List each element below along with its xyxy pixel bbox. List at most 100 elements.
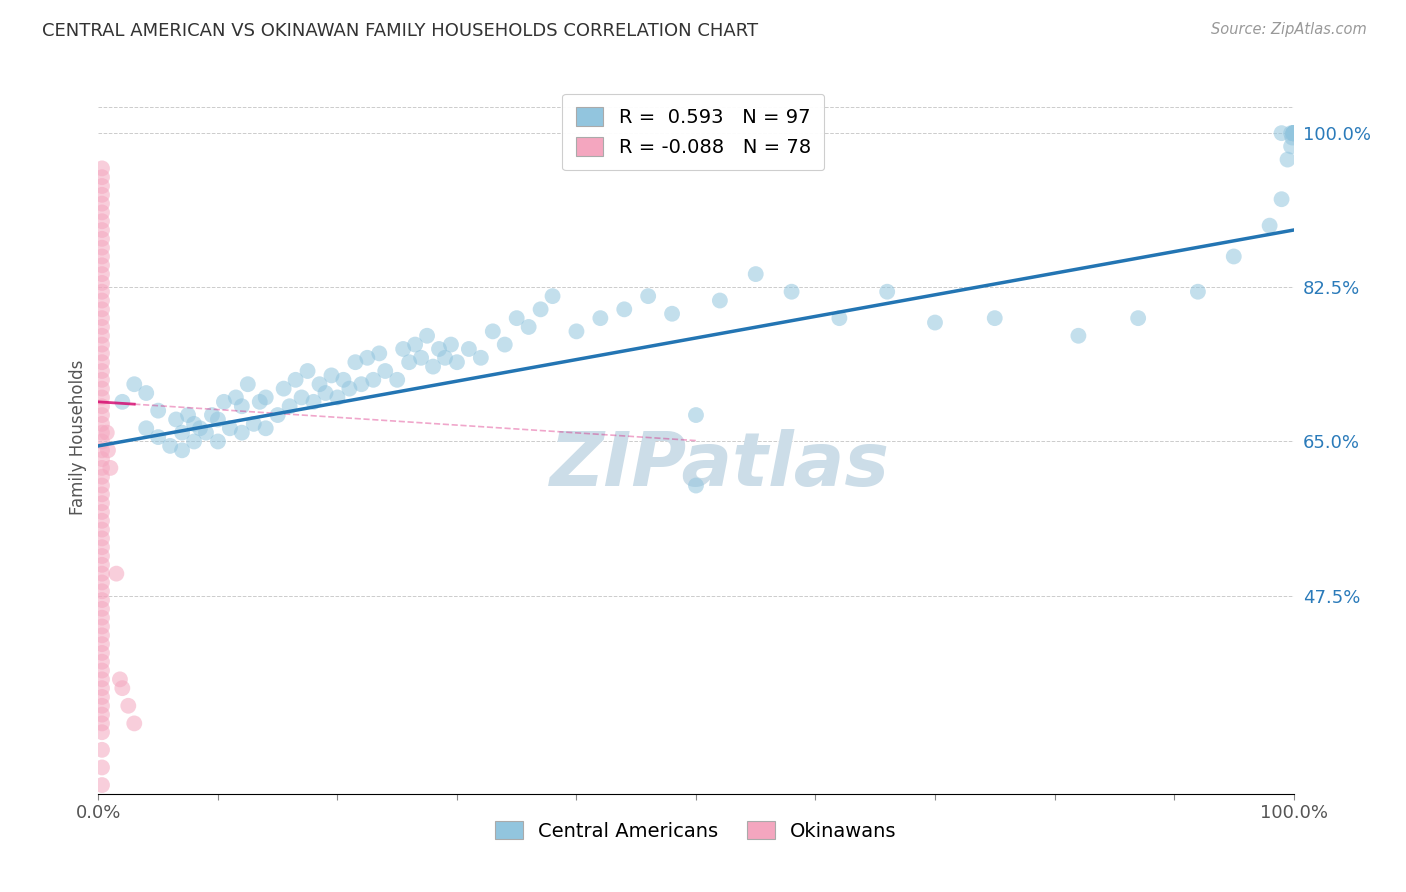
- Point: [91, 434, 114, 449]
- Point: [148, 403, 170, 417]
- Point: [91, 285, 114, 299]
- Point: [172, 425, 194, 440]
- Point: [124, 377, 146, 392]
- Point: [876, 285, 898, 299]
- Point: [91, 558, 114, 572]
- Point: [183, 417, 205, 431]
- Point: [91, 408, 114, 422]
- Point: [494, 337, 516, 351]
- Point: [273, 382, 295, 396]
- Point: [1282, 126, 1305, 140]
- Point: [91, 373, 114, 387]
- Point: [1281, 130, 1303, 145]
- Point: [315, 386, 337, 401]
- Point: [828, 311, 851, 326]
- Point: [91, 443, 114, 458]
- Point: [177, 408, 200, 422]
- Point: [108, 673, 131, 687]
- Point: [91, 584, 114, 599]
- Point: [117, 698, 139, 713]
- Point: [91, 602, 114, 616]
- Point: [780, 285, 803, 299]
- Point: [458, 342, 481, 356]
- Point: [254, 421, 277, 435]
- Point: [98, 461, 122, 475]
- Point: [91, 487, 114, 501]
- Point: [231, 425, 253, 440]
- Point: [924, 316, 946, 330]
- Point: [159, 439, 181, 453]
- Point: [302, 394, 325, 409]
- Point: [91, 743, 114, 757]
- Point: [1277, 153, 1299, 167]
- Point: [91, 187, 114, 202]
- Point: [207, 434, 229, 449]
- Point: [1282, 126, 1305, 140]
- Point: [91, 382, 114, 396]
- Point: [613, 302, 636, 317]
- Point: [308, 377, 330, 392]
- Point: [91, 170, 114, 185]
- Point: [135, 421, 157, 435]
- Point: [661, 307, 683, 321]
- Point: [291, 391, 314, 405]
- Point: [231, 399, 253, 413]
- Point: [565, 324, 588, 338]
- Point: [1279, 126, 1302, 140]
- Point: [91, 258, 114, 272]
- Point: [254, 391, 277, 405]
- Point: [91, 690, 114, 704]
- Point: [404, 337, 426, 351]
- Text: ZIPatlas: ZIPatlas: [550, 429, 890, 502]
- Point: [188, 421, 211, 435]
- Point: [91, 469, 114, 483]
- Point: [321, 368, 343, 383]
- Point: [385, 373, 409, 387]
- Point: [91, 664, 114, 678]
- Point: [165, 412, 187, 426]
- Point: [219, 421, 242, 435]
- Point: [1187, 285, 1209, 299]
- Point: [91, 478, 114, 492]
- Point: [183, 434, 205, 449]
- Point: [91, 725, 114, 739]
- Point: [91, 698, 114, 713]
- Point: [91, 610, 114, 624]
- Point: [530, 302, 553, 317]
- Point: [1223, 250, 1246, 264]
- Point: [446, 355, 468, 369]
- Point: [96, 425, 118, 440]
- Text: Source: ZipAtlas.com: Source: ZipAtlas.com: [1211, 22, 1367, 37]
- Point: [148, 430, 170, 444]
- Point: [91, 461, 114, 475]
- Point: [91, 628, 114, 642]
- Point: [422, 359, 444, 374]
- Point: [1282, 126, 1305, 140]
- Point: [91, 523, 114, 537]
- Point: [356, 351, 378, 365]
- Point: [91, 532, 114, 546]
- Point: [124, 716, 146, 731]
- Point: [91, 452, 114, 467]
- Point: [91, 364, 114, 378]
- Point: [91, 241, 114, 255]
- Point: [1258, 219, 1281, 233]
- Point: [91, 179, 114, 194]
- Point: [91, 293, 114, 308]
- Point: [91, 637, 114, 651]
- Point: [201, 408, 224, 422]
- Point: [1279, 139, 1302, 153]
- Point: [470, 351, 492, 365]
- Point: [91, 320, 114, 334]
- Point: [91, 778, 114, 792]
- Point: [984, 311, 1007, 326]
- Point: [91, 196, 114, 211]
- Point: [91, 575, 114, 590]
- Point: [91, 311, 114, 326]
- Point: [91, 593, 114, 607]
- Point: [91, 646, 114, 660]
- Point: [91, 417, 114, 431]
- Point: [91, 716, 114, 731]
- Point: [91, 223, 114, 237]
- Point: [97, 443, 120, 458]
